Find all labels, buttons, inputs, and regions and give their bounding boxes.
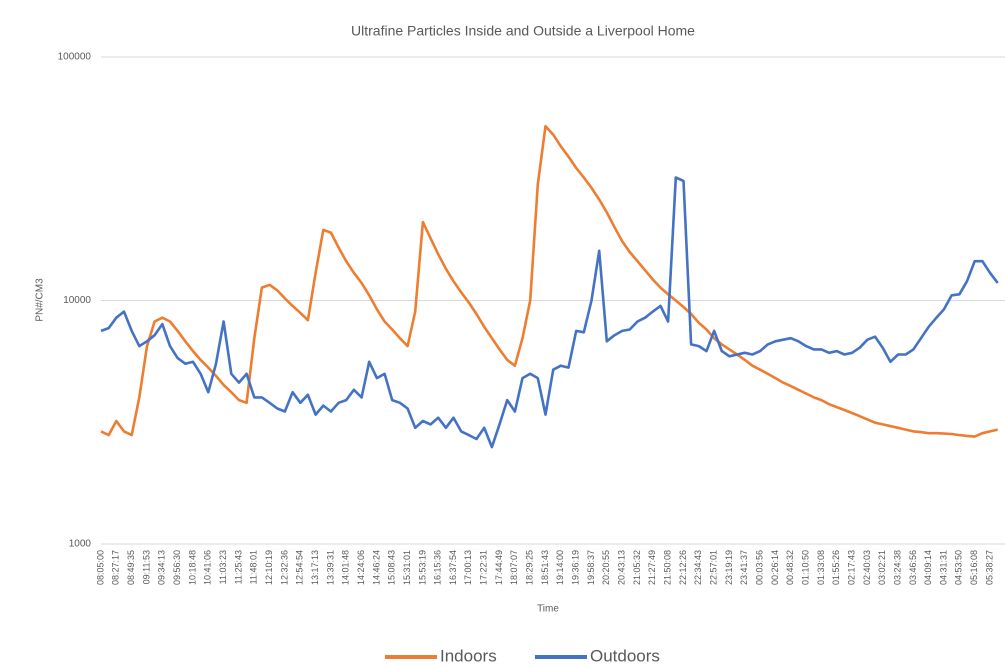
- x-tick-label: 08:05:00: [95, 550, 105, 585]
- x-tick-label: 22:57:01: [708, 550, 718, 585]
- x-tick-label: 09:11:53: [141, 550, 151, 584]
- x-tick-label: 04:31:31: [938, 550, 948, 585]
- x-axis-label: Time: [537, 604, 559, 615]
- x-tick-label: 17:22:31: [479, 550, 489, 585]
- x-tick-label: 19:14:00: [555, 550, 565, 585]
- x-tick-label: 22:34:43: [693, 550, 703, 585]
- x-tick-label: 16:15:36: [433, 550, 443, 585]
- chart-title: Ultrafine Particles Inside and Outside a…: [351, 23, 695, 39]
- x-tick-label: 20:43:13: [617, 550, 627, 585]
- x-tick-label: 21:05:32: [632, 550, 642, 585]
- data-line: [100, 124, 998, 438]
- x-tick-label: 00:26:14: [770, 550, 780, 585]
- x-tick-label: 20:20:55: [601, 550, 611, 585]
- x-tick-label: 21:27:49: [647, 550, 657, 585]
- x-tick-label: 01:10:50: [800, 550, 810, 585]
- x-tick-label: 17:00:13: [463, 550, 473, 585]
- legend-label: Outdoors: [590, 646, 660, 665]
- y-tick-label: 10000: [63, 295, 91, 306]
- x-tick-label: 09:34:13: [157, 550, 167, 585]
- x-tick-label: 15:08:43: [387, 550, 397, 585]
- x-tick-label: 01:33:08: [816, 550, 826, 585]
- x-tick-label: 13:17:13: [310, 550, 320, 585]
- x-tick-label: 18:07:07: [509, 550, 519, 585]
- x-tick-label: 12:10:19: [264, 550, 274, 585]
- x-tick-label: 03:24:38: [892, 550, 902, 585]
- x-tick-label: 19:58:37: [586, 550, 596, 585]
- x-tick-label: 14:46:24: [371, 550, 381, 585]
- x-tick-label: 12:32:36: [279, 550, 289, 585]
- x-tick-label: 02:40:03: [862, 550, 872, 585]
- x-tick-label: 03:02:21: [877, 550, 887, 585]
- x-tick-label: 08:27:17: [111, 550, 121, 585]
- x-tick-label: 05:38:27: [984, 550, 994, 585]
- x-tick-label: 23:41:37: [739, 550, 749, 585]
- x-tick-label: 00:48:32: [785, 550, 795, 585]
- y-tick-label: 1000: [69, 539, 92, 550]
- x-tick-label: 22:12:26: [678, 550, 688, 585]
- x-tick-label: 18:51:43: [540, 550, 550, 585]
- x-tick-label: 00:03:56: [754, 550, 764, 585]
- x-tick-label: 10:41:06: [203, 550, 213, 585]
- x-tick-label: 19:36:19: [571, 550, 581, 585]
- x-tick-label: 10:18:48: [187, 550, 197, 585]
- x-tick-label: 16:37:54: [448, 550, 458, 585]
- x-tick-label: 14:01:48: [341, 550, 351, 585]
- x-tick-label: 05:16:08: [969, 550, 979, 585]
- x-tick-label: 15:53:19: [417, 550, 427, 585]
- x-tick-label: 11:03:23: [218, 550, 228, 584]
- x-tick-label: 08:49:35: [126, 550, 136, 585]
- x-tick-label: 01:55:26: [831, 550, 841, 585]
- x-tick-label: 15:31:01: [402, 550, 412, 585]
- x-tick-label: 03:46:56: [908, 550, 918, 585]
- x-tick-label: 04:09:14: [923, 550, 933, 585]
- x-tick-label: 12:54:54: [295, 550, 305, 585]
- y-tick-label: 100000: [58, 52, 92, 63]
- x-tick-label: 21:50:08: [663, 550, 673, 585]
- legend-label: Indoors: [440, 646, 497, 665]
- x-tick-label: 23:19:19: [724, 550, 734, 585]
- x-tick-label: 17:44:49: [494, 550, 504, 585]
- x-tick-label: 09:56:30: [172, 550, 182, 585]
- x-tick-label: 14:24:06: [356, 550, 366, 585]
- x-tick-label: 04:53:50: [954, 550, 964, 585]
- y-axis-label: PN#/CM3: [35, 278, 46, 322]
- data-line: [100, 176, 999, 449]
- x-tick-label: 11:48:01: [249, 550, 259, 584]
- x-tick-label: 18:29:25: [525, 550, 535, 585]
- x-tick-label: 13:39:31: [325, 550, 335, 585]
- x-tick-label: 02:17:43: [846, 550, 856, 585]
- x-tick-label: 11:25:43: [233, 550, 243, 584]
